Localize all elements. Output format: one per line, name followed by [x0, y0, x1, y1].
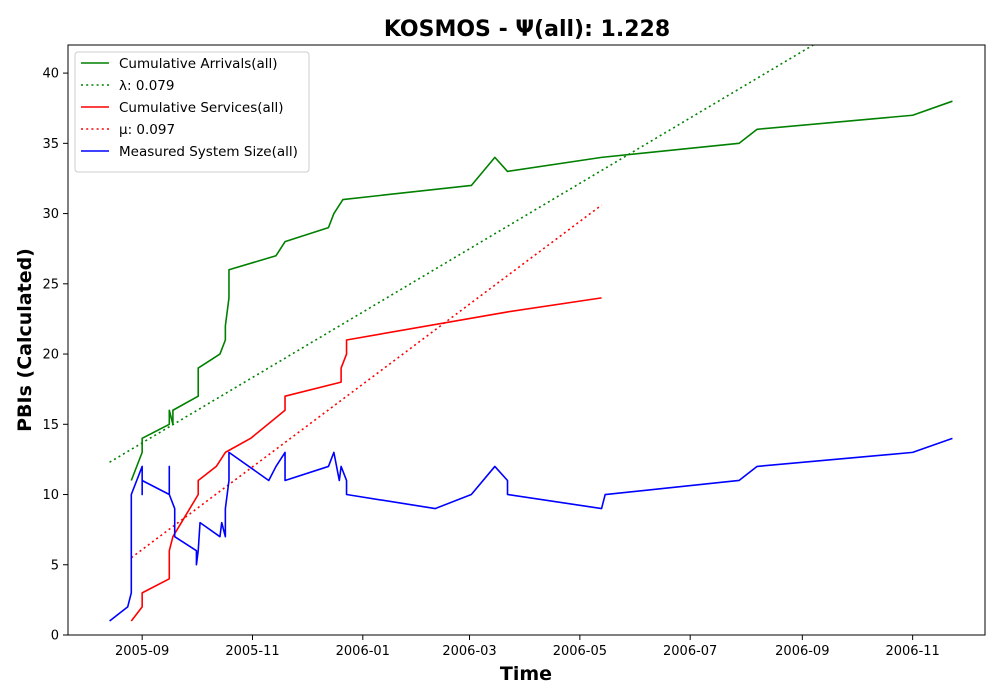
legend-label: Measured System Size(all): [119, 144, 298, 160]
x-axis: 2005-09 2005-11 2006-01 2006-03 2006-05 2006-…: [115, 635, 940, 659]
series-line-4: [109, 437, 953, 622]
y-axis-label: PBIs (Calculated): [14, 248, 36, 432]
series-line-1: [109, 45, 814, 463]
legend-box: [74, 51, 310, 173]
x-axis-label: Time: [500, 663, 552, 685]
x-tick-label: 2006-07: [663, 644, 717, 659]
x-tick-label: 2006-01: [336, 644, 390, 659]
x-tick-label: 2005-11: [225, 644, 279, 659]
series-line-2: [130, 297, 602, 622]
x-tick-label: 2006-03: [442, 644, 496, 659]
legend-label: λ: 0.079: [119, 78, 174, 94]
x-tick-label: 2006-05: [553, 644, 607, 659]
y-tick-label: 10: [42, 488, 59, 503]
y-tick-label: 15: [42, 418, 59, 433]
y-tick-label: 40: [42, 67, 59, 82]
legend-label: μ: 0.097: [119, 122, 175, 138]
x-tick-label: 2006-11: [885, 644, 939, 659]
y-tick-label: 20: [42, 348, 59, 363]
plot-frame: [67, 44, 986, 636]
y-axis: 0 5 10 15 20 25 30 35 40: [42, 67, 68, 644]
x-tick-label: 2006-09: [775, 644, 829, 659]
y-tick-label: 0: [51, 629, 59, 644]
y-tick-label: 5: [51, 558, 59, 573]
legend-label: Cumulative Arrivals(all): [119, 56, 278, 72]
y-tick-label: 35: [42, 137, 59, 152]
legend-label: Cumulative Services(all): [119, 100, 284, 116]
series-line-0: [130, 100, 953, 481]
x-tick-label: 2005-09: [115, 644, 169, 659]
y-tick-label: 30: [42, 207, 59, 222]
legend: Cumulative Arrivals(all) λ: 0.079 Cumulati…: [74, 51, 310, 173]
series-line-3: [130, 204, 603, 559]
chart-title: KOSMOS - Ψ(all): 1.228: [384, 17, 670, 42]
y-tick-label: 25: [42, 277, 59, 292]
